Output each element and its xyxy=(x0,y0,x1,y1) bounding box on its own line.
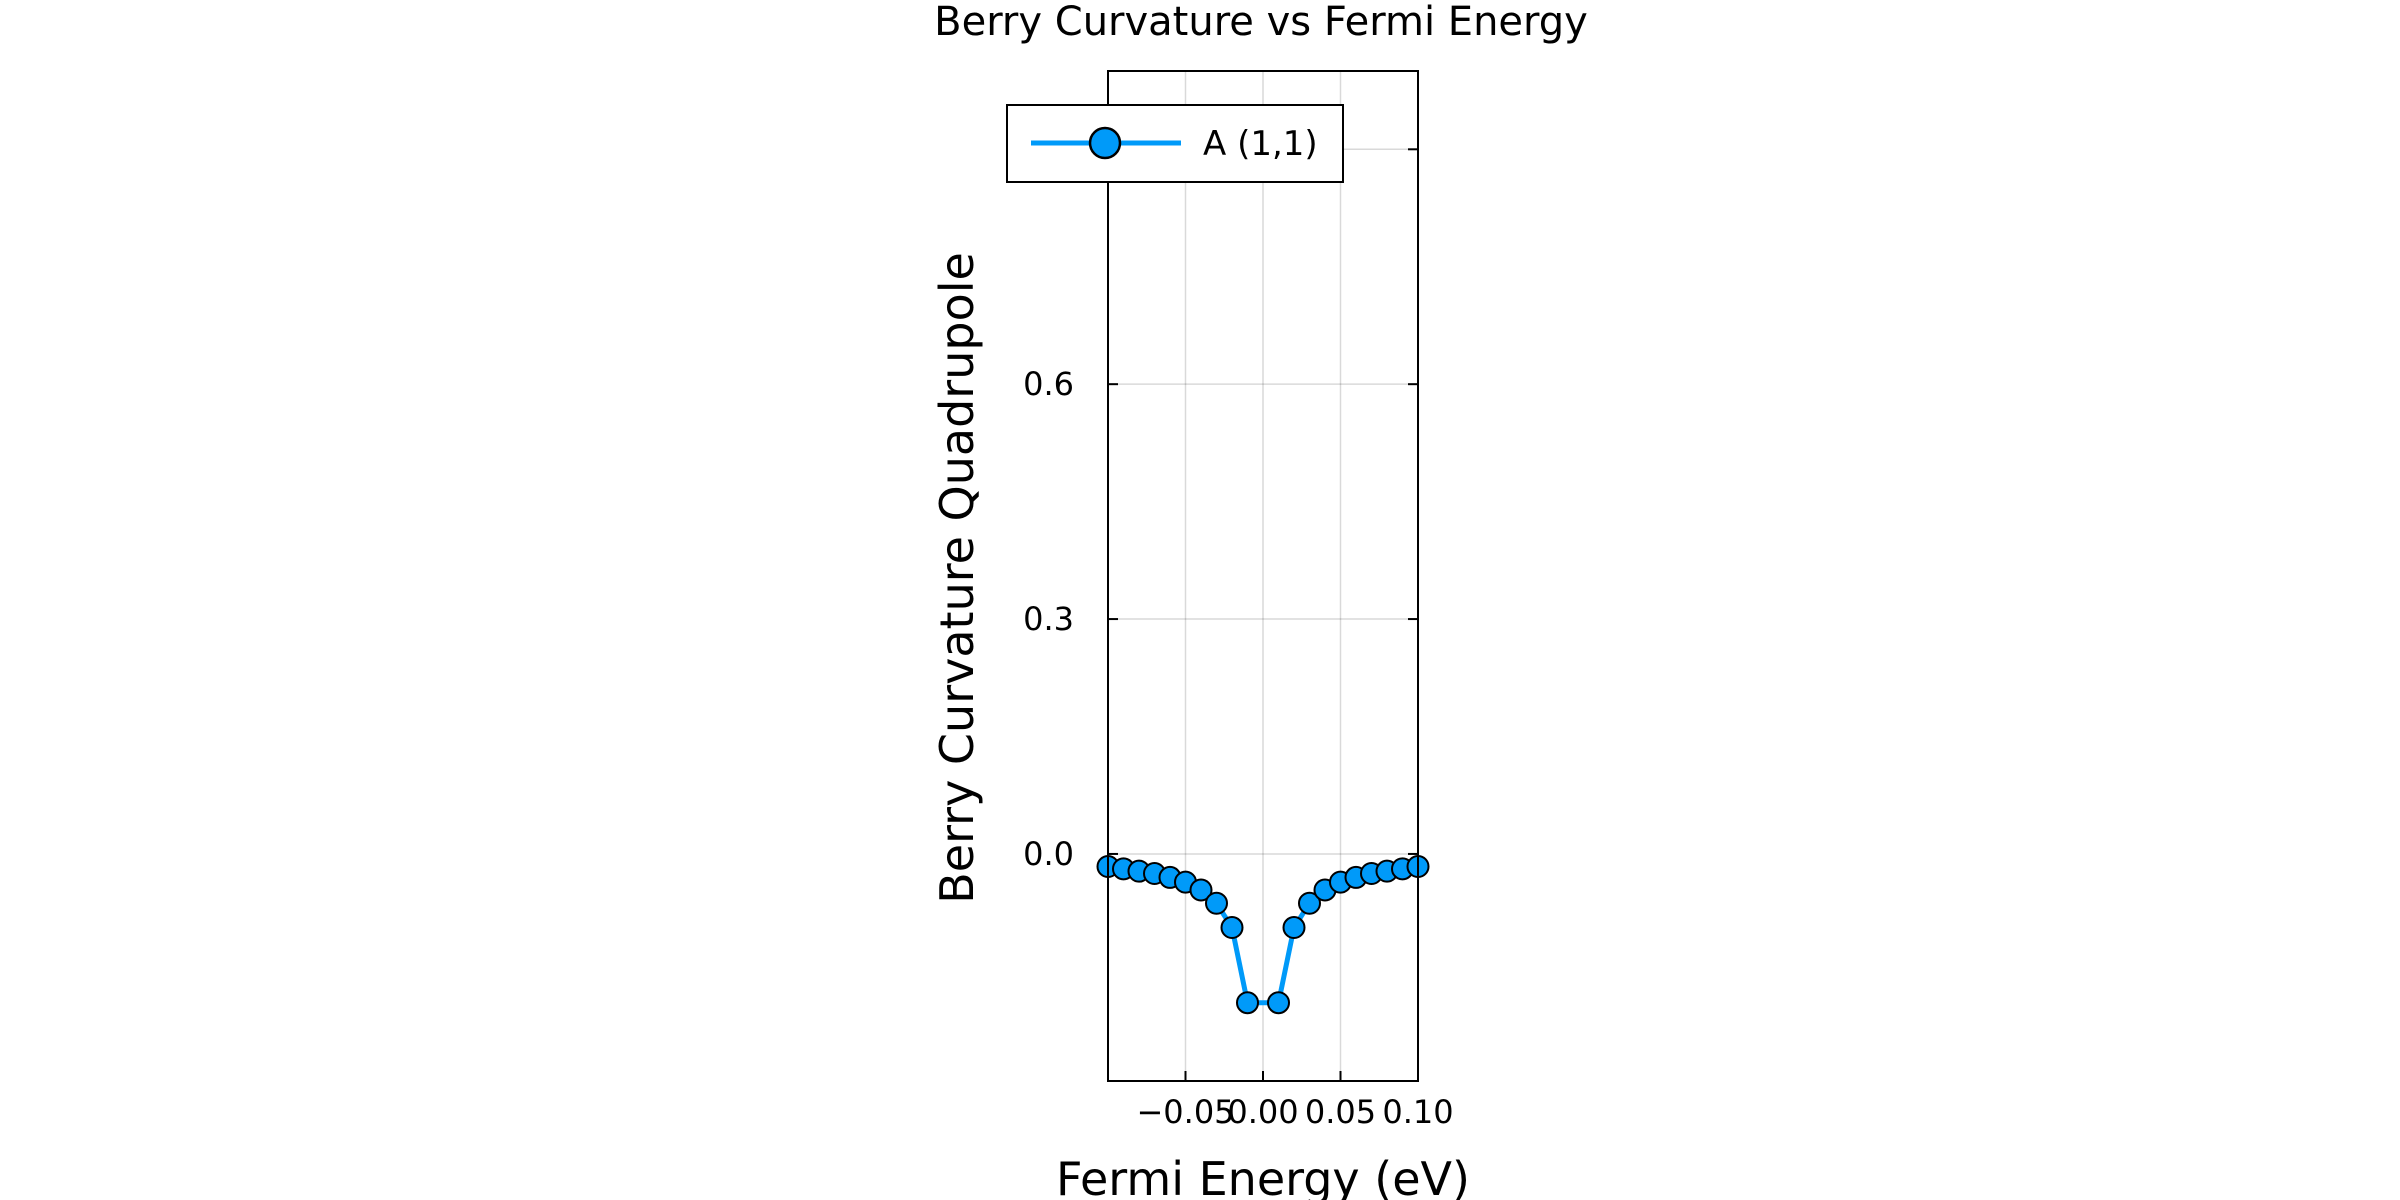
chart-title: Berry Curvature vs Fermi Energy xyxy=(934,0,1588,45)
grid-lines xyxy=(1108,71,1418,1081)
data-point xyxy=(1282,916,1306,940)
data-point xyxy=(1267,991,1290,1015)
y-axis-label: Berry Curvature Quadrupole xyxy=(930,252,984,904)
y-tick-label: 0.6 xyxy=(1023,365,1074,403)
x-axis-label: Fermi Energy (eV) xyxy=(1056,1152,1470,1200)
y-tick-labels: 0.0 0.3 0.6 xyxy=(1023,365,1074,873)
y-tick-label: 0.0 xyxy=(1023,835,1074,873)
x-tick-label: 0.05 xyxy=(1305,1093,1376,1131)
legend: A (1,1) xyxy=(1006,104,1344,183)
x-tick-labels: −0.050.00 0.05 0.10 xyxy=(1136,1093,1453,1131)
x-tick-label: 0.00 xyxy=(1227,1093,1298,1131)
data-point xyxy=(1298,891,1321,915)
data-point xyxy=(1205,891,1228,915)
data-point xyxy=(1189,878,1213,902)
legend-marker xyxy=(1088,126,1122,160)
data-point xyxy=(1236,991,1259,1015)
x-tick-label: −0.05 xyxy=(1136,1093,1234,1131)
data-point xyxy=(1220,916,1244,940)
x-tick-label: 0.10 xyxy=(1382,1093,1453,1131)
y-tick-label: 0.3 xyxy=(1023,600,1074,638)
legend-label: A (1,1) xyxy=(1203,124,1318,164)
